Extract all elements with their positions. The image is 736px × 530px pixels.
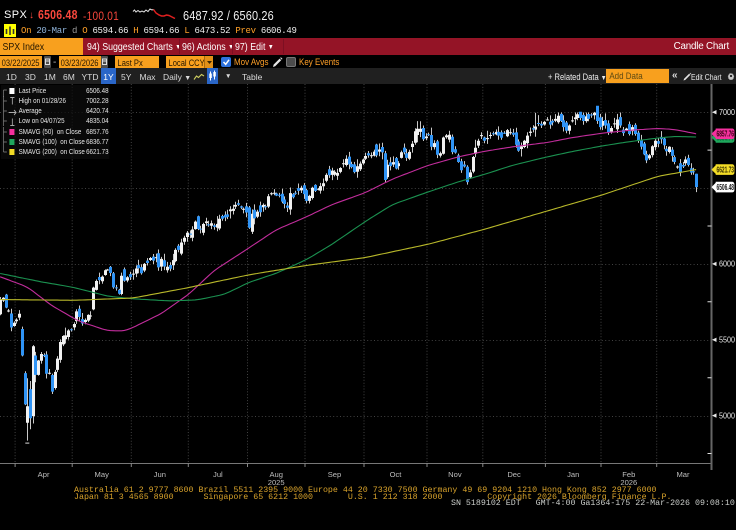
svg-text:Dec: Dec [507, 470, 521, 479]
svg-text:Mar: Mar [676, 470, 690, 479]
svg-text:Aug: Aug [269, 470, 283, 479]
svg-text:Apr: Apr [38, 470, 50, 479]
svg-text:May: May [95, 470, 110, 479]
svg-text:Sep: Sep [328, 470, 342, 479]
svg-text:Nov: Nov [448, 470, 462, 479]
svg-text:5500: 5500 [719, 336, 735, 345]
svg-text:6000: 6000 [719, 260, 735, 269]
svg-text:Feb: Feb [622, 470, 635, 479]
svg-text:5000: 5000 [719, 411, 735, 420]
svg-text:2026: 2026 [620, 478, 637, 487]
svg-text:Oct: Oct [390, 470, 403, 479]
svg-text:Jun: Jun [154, 470, 166, 479]
svg-text:6857.76: 6857.76 [717, 130, 735, 139]
svg-text:Jan: Jan [567, 470, 579, 479]
svg-text:2025: 2025 [268, 478, 285, 487]
svg-text:6621.73: 6621.73 [717, 166, 735, 175]
svg-text:7000: 7000 [719, 108, 735, 117]
svg-text:Jul: Jul [213, 470, 223, 479]
svg-text:6506.48: 6506.48 [717, 183, 735, 192]
